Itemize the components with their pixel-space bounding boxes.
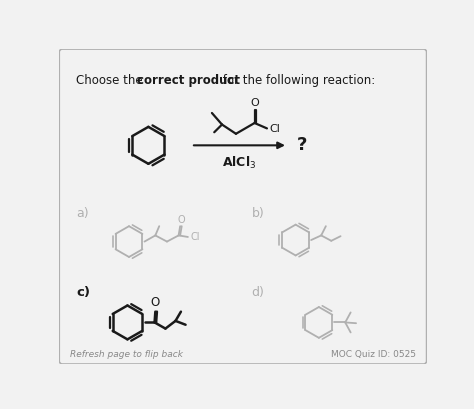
Text: Choose the: Choose the [76,74,146,87]
Text: O: O [151,297,160,309]
Text: Cl: Cl [269,124,280,134]
Text: correct product: correct product [137,74,240,87]
Text: b): b) [251,207,264,220]
Text: a): a) [76,207,89,220]
Text: d): d) [251,286,264,299]
Text: Cl: Cl [190,232,200,242]
Text: O: O [177,215,185,225]
Text: MOC Quiz ID: 0525: MOC Quiz ID: 0525 [331,351,416,360]
Text: Refresh page to flip back: Refresh page to flip back [70,351,183,360]
FancyBboxPatch shape [59,49,427,364]
Text: ?: ? [297,136,308,154]
Text: AlCl$_3$: AlCl$_3$ [222,155,256,171]
Text: for the following reaction:: for the following reaction: [219,74,375,87]
Text: c): c) [76,286,91,299]
Text: O: O [250,98,259,108]
